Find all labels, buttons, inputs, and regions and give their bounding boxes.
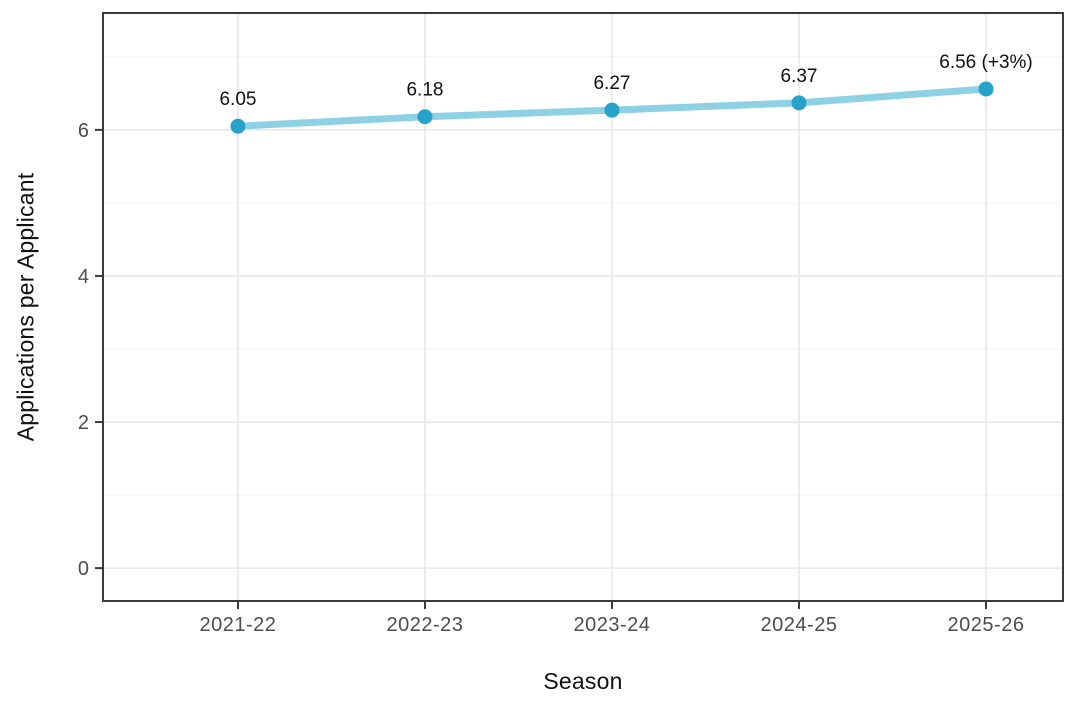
value-label: 6.05 [219, 89, 256, 110]
data-point [791, 95, 807, 111]
data-point [604, 102, 620, 118]
data-point [978, 81, 994, 97]
x-tick-label: 2022-23 [387, 614, 464, 636]
data-point [417, 109, 433, 125]
value-label: 6.56 (+3%) [939, 52, 1032, 73]
y-tick-label: 6 [78, 120, 89, 142]
value-label: 6.27 [593, 73, 630, 94]
y-tick-label: 2 [78, 412, 89, 434]
data-point [230, 118, 246, 134]
y-axis-title: Applications per Applicant [12, 172, 39, 442]
value-label: 6.37 [781, 66, 818, 87]
x-tick-label: 2021-22 [200, 614, 277, 636]
x-tick-label: 2023-24 [574, 614, 651, 636]
y-tick-label: 0 [78, 558, 89, 580]
value-label: 6.18 [406, 80, 443, 101]
y-tick-label: 4 [78, 266, 89, 288]
panel-border [102, 12, 1064, 602]
x-tick-label: 2025-26 [948, 614, 1025, 636]
x-tick-label: 2024-25 [761, 614, 838, 636]
x-axis-title: Season [543, 668, 623, 694]
